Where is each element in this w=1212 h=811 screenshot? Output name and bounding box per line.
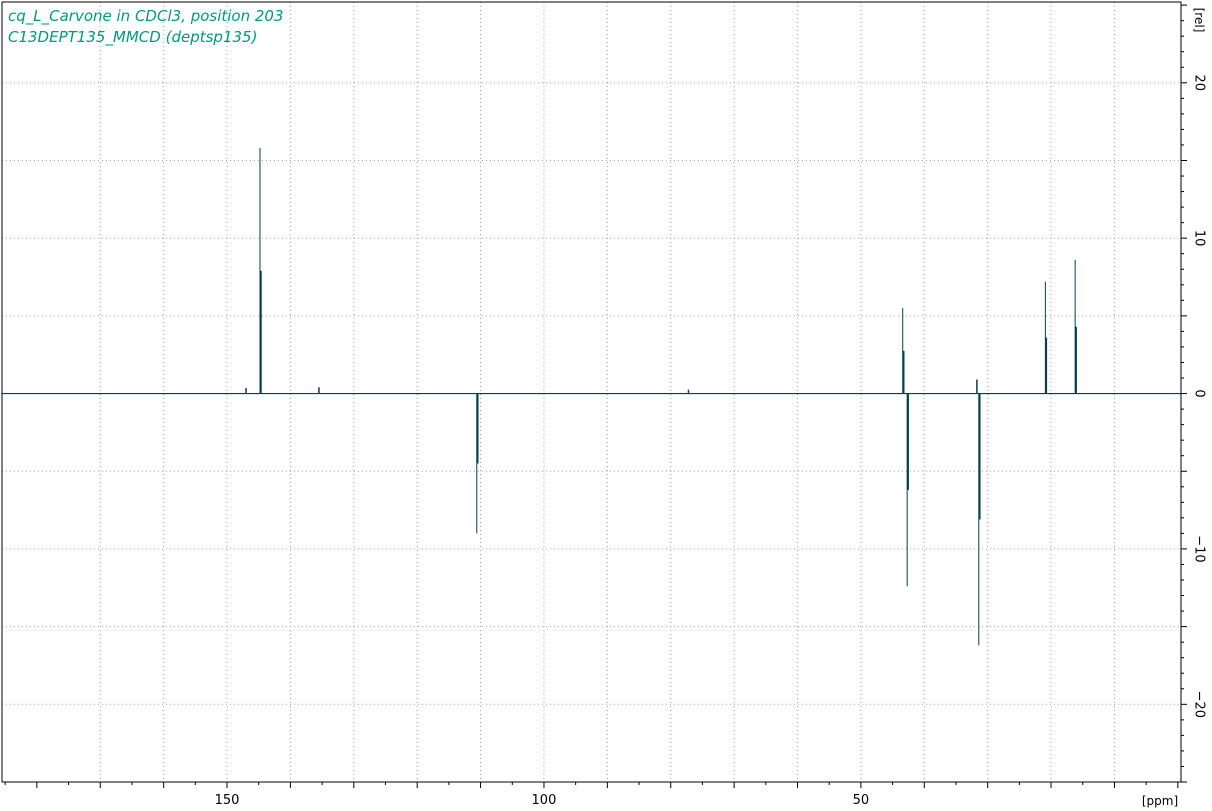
x-tick-label: 100 [532, 793, 557, 808]
y-tick-label: −10 [1192, 535, 1207, 562]
plot-frame [1, 1, 1182, 783]
spectrum-title-line-2: C13DEPT135_MMCD (deptsp135) [8, 28, 257, 47]
y-tick-label: 20 [1192, 75, 1207, 92]
y-axis: −20 −10 0 10 20 [1181, 4, 1207, 783]
x-axis: 150 100 50 [4, 782, 1179, 808]
x-axis-label: [ppm] [1142, 794, 1178, 808]
y-tick-label: 0 [1192, 389, 1207, 397]
y-tick-label: 10 [1192, 230, 1207, 247]
y-axis-label: [rel] [1192, 8, 1206, 33]
peaks-layer [245, 148, 1077, 646]
x-tick-label: 150 [215, 793, 240, 808]
grid-layer [2, 2, 1181, 782]
y-tick-label: −20 [1192, 691, 1207, 718]
spectrum-title-line-1: cq_L_Carvone in CDCl3, position 203 [8, 7, 284, 26]
x-tick-label: 50 [853, 793, 870, 808]
